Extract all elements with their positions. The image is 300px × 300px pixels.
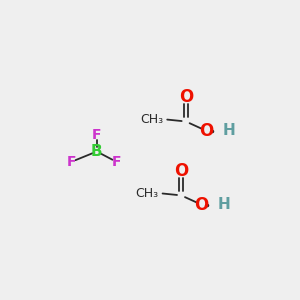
Text: F: F xyxy=(67,155,76,169)
Text: B: B xyxy=(91,144,103,159)
Text: H: H xyxy=(218,197,230,212)
Text: CH₃: CH₃ xyxy=(140,113,163,126)
Text: O: O xyxy=(194,196,208,214)
Text: F: F xyxy=(92,128,101,142)
Text: O: O xyxy=(179,88,193,106)
Text: H: H xyxy=(222,123,235,138)
Text: F: F xyxy=(112,155,121,169)
Text: O: O xyxy=(174,162,188,180)
Text: CH₃: CH₃ xyxy=(135,187,158,200)
Text: O: O xyxy=(199,122,213,140)
